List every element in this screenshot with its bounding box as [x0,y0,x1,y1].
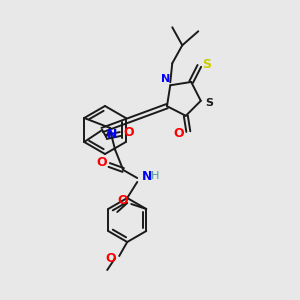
Text: S: S [205,98,213,108]
Text: O: O [105,253,116,266]
Text: O: O [123,127,134,140]
Text: O: O [96,157,106,169]
Text: H: H [151,171,159,181]
Text: N: N [107,128,117,142]
Text: N: N [160,74,170,84]
Text: S: S [202,58,211,71]
Text: O: O [173,127,184,140]
Text: O: O [117,194,128,208]
Text: N: N [142,169,152,182]
